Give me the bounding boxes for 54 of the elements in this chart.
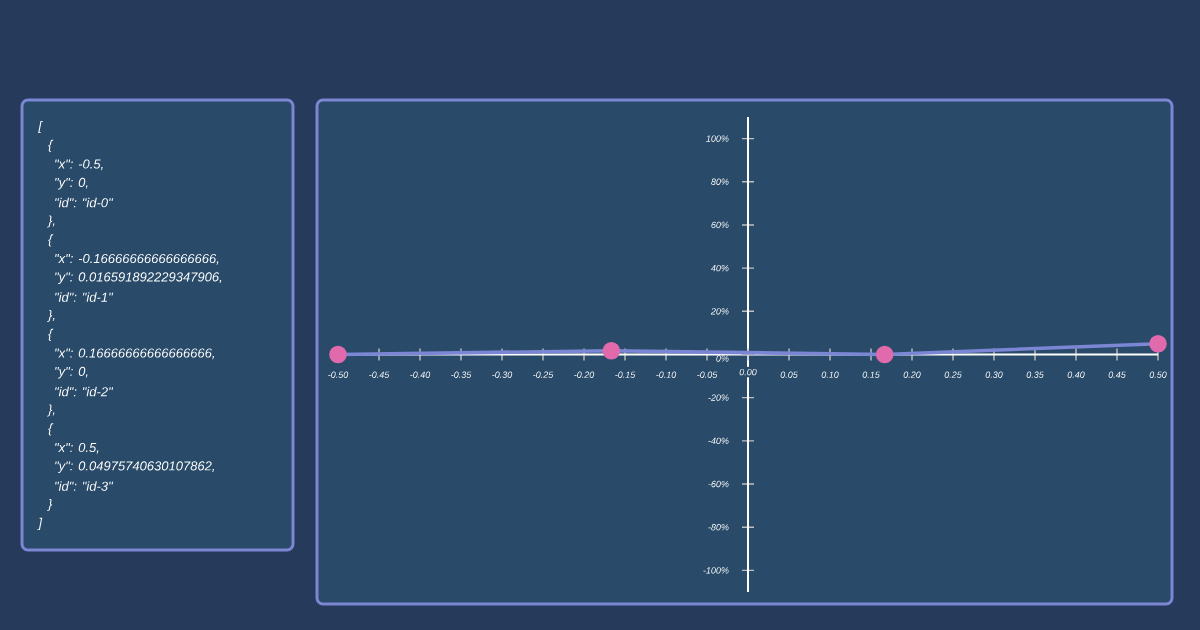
- text: "y": 0,: [55, 366, 88, 379]
- text: "x": 0.16666666666666666,: [55, 348, 214, 360]
- text: }: [47, 498, 53, 512]
- x-tick-label: -0.05: [697, 371, 718, 378]
- y-tick-label: -40%: [708, 437, 729, 445]
- y-tick-label: 20%: [710, 308, 729, 315]
- text: {: [48, 139, 54, 152]
- x-tick-label: 0.05: [780, 371, 798, 378]
- x-tick-label: -0.20: [574, 371, 595, 378]
- text: {: [48, 234, 54, 247]
- text: "x": -0.5,: [55, 159, 103, 171]
- x-tick-label: 0.15: [862, 371, 880, 378]
- y-tick-label: 0%: [716, 355, 729, 362]
- text: "y": 0.04975740630107862,: [55, 461, 214, 474]
- y-tick-label: -100%: [703, 567, 729, 574]
- text: "id": "id-3": [55, 481, 114, 491]
- text: },: [47, 215, 55, 228]
- y-tick-label: -80%: [708, 524, 729, 531]
- x-tick-label: 0.50: [1149, 371, 1167, 378]
- x-tick-label: -0.15: [615, 371, 636, 378]
- x-tick-label: 0.10: [821, 371, 839, 378]
- text: "id": "id-2": [55, 386, 114, 397]
- x-tick-label: -0.50: [328, 371, 349, 378]
- text: "id": "id-0": [55, 197, 114, 208]
- y-tick-label: 40%: [710, 264, 729, 272]
- x-tick-label: -0.35: [451, 371, 472, 378]
- y-tick-label: -20%: [708, 394, 729, 401]
- x-tick-label: 0.35: [1026, 371, 1044, 378]
- y-tick-label: -60%: [708, 480, 729, 488]
- x-tick-label: -0.30: [492, 371, 513, 378]
- text: {: [48, 328, 54, 341]
- text: },: [47, 404, 55, 417]
- text: ]: [37, 517, 43, 530]
- x-tick-label: -0.25: [533, 371, 554, 378]
- x-tick-label: 0.40: [1067, 371, 1085, 378]
- x-tick-label: -0.45: [369, 371, 390, 378]
- x-tick-label: 0.25: [944, 371, 962, 378]
- y-tick-label: 60%: [711, 221, 729, 229]
- text: },: [47, 309, 55, 323]
- text: [: [38, 120, 44, 134]
- x-tick-label: 0.20: [903, 371, 921, 378]
- text: "id": "id-1": [55, 292, 114, 302]
- x-tick-label: 0.00: [739, 368, 757, 376]
- x-tick-label: 0.30: [985, 371, 1003, 378]
- y-tick-label: 80%: [711, 178, 729, 185]
- text: "y": 0,: [55, 177, 88, 190]
- x-tick-label: 0.45: [1108, 371, 1126, 378]
- text: "y": 0.016591892229347906,: [55, 272, 222, 285]
- text: "x": -0.16666666666666666,: [55, 253, 219, 265]
- x-tick-label: -0.10: [656, 371, 677, 378]
- text: {: [48, 423, 54, 436]
- x-tick-label: -0.40: [410, 371, 431, 378]
- text: "x": 0.5,: [55, 442, 99, 454]
- y-tick-label: 100%: [706, 135, 729, 142]
